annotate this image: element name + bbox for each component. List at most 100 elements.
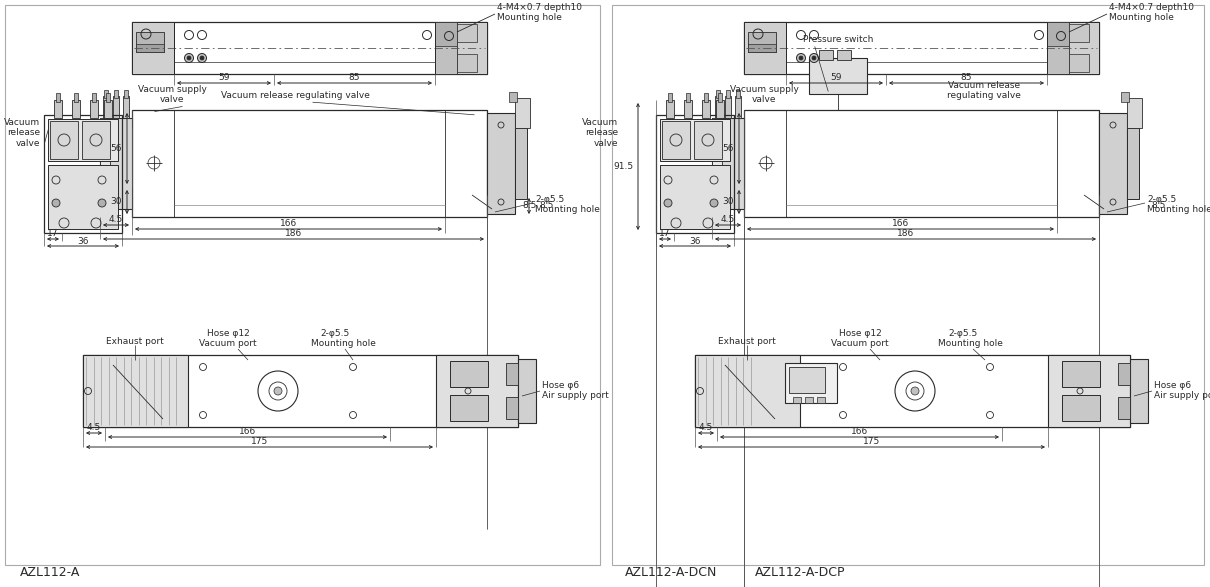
Text: 4.5: 4.5 xyxy=(699,423,713,433)
Circle shape xyxy=(273,387,282,395)
Bar xyxy=(668,93,672,102)
Text: Mounting hole: Mounting hole xyxy=(1147,204,1210,214)
Bar xyxy=(1130,359,1148,423)
Bar xyxy=(612,5,1204,565)
Bar xyxy=(83,355,188,427)
Text: 166: 166 xyxy=(238,427,257,437)
Text: Vacuum
release
valve: Vacuum release valve xyxy=(4,118,40,148)
Text: 36: 36 xyxy=(77,237,88,245)
Bar xyxy=(819,50,832,60)
Text: Vacuum release regulating valve: Vacuum release regulating valve xyxy=(220,91,369,100)
Text: Vacuum supply
valve: Vacuum supply valve xyxy=(138,85,207,104)
Bar xyxy=(704,93,708,102)
Text: AZL112-A-DCP: AZL112-A-DCP xyxy=(755,565,846,579)
Bar xyxy=(726,90,730,98)
Bar xyxy=(136,32,165,52)
Bar xyxy=(44,115,122,233)
Text: 186: 186 xyxy=(284,230,302,238)
Bar xyxy=(436,22,486,74)
Circle shape xyxy=(710,199,718,207)
Circle shape xyxy=(52,199,60,207)
Bar xyxy=(659,119,730,161)
Text: Hose φ12: Hose φ12 xyxy=(207,329,249,338)
Bar xyxy=(716,100,724,118)
Bar xyxy=(744,110,1099,217)
Bar xyxy=(1068,24,1089,42)
Bar xyxy=(716,90,720,98)
Bar xyxy=(711,118,722,209)
Text: Hose φ6: Hose φ6 xyxy=(542,380,580,390)
Bar xyxy=(100,118,110,161)
Text: 175: 175 xyxy=(863,437,880,447)
Bar xyxy=(809,58,868,94)
Circle shape xyxy=(197,53,207,62)
Text: 166: 166 xyxy=(892,220,909,228)
Text: 36: 36 xyxy=(690,237,701,245)
Circle shape xyxy=(796,53,806,62)
Text: 175: 175 xyxy=(250,437,269,447)
Bar xyxy=(1068,54,1089,72)
Text: 8.5: 8.5 xyxy=(1151,201,1165,211)
Bar xyxy=(695,355,800,427)
Text: Mounting hole: Mounting hole xyxy=(497,14,561,22)
Circle shape xyxy=(188,56,191,60)
Bar xyxy=(48,165,119,229)
Bar xyxy=(113,96,119,118)
Bar xyxy=(695,121,722,159)
Bar xyxy=(785,363,837,403)
Text: 2-φ5.5: 2-φ5.5 xyxy=(321,329,350,338)
Bar xyxy=(103,96,109,118)
Text: Vacuum port: Vacuum port xyxy=(200,339,257,348)
Text: 2-φ5.5: 2-φ5.5 xyxy=(1147,194,1176,204)
Bar xyxy=(74,93,77,102)
Text: 85: 85 xyxy=(348,73,361,83)
Text: 166: 166 xyxy=(851,427,868,437)
Bar xyxy=(1047,22,1099,74)
Bar xyxy=(50,121,77,159)
Bar xyxy=(702,100,710,118)
Bar xyxy=(136,44,165,52)
Text: Vacuum port: Vacuum port xyxy=(831,339,889,348)
Bar xyxy=(132,22,174,74)
Text: 30: 30 xyxy=(110,197,122,207)
Bar xyxy=(132,22,486,74)
Bar xyxy=(457,54,477,72)
Bar xyxy=(100,118,132,209)
Bar xyxy=(789,367,825,393)
Bar xyxy=(486,113,515,214)
Circle shape xyxy=(799,56,803,60)
Text: 186: 186 xyxy=(897,230,914,238)
Bar xyxy=(736,90,741,98)
Circle shape xyxy=(98,199,106,207)
Text: AZL112-A-DCN: AZL112-A-DCN xyxy=(626,565,718,579)
Text: 59: 59 xyxy=(830,73,842,83)
Bar xyxy=(515,98,530,128)
Text: 59: 59 xyxy=(218,73,230,83)
Bar xyxy=(509,92,517,102)
Text: 17: 17 xyxy=(47,230,59,238)
Bar xyxy=(92,93,96,102)
Circle shape xyxy=(809,53,818,62)
Bar xyxy=(666,100,674,118)
Text: Air supply port: Air supply port xyxy=(542,392,609,400)
Bar xyxy=(1099,113,1127,214)
Text: Vacuum release
regulating valve: Vacuum release regulating valve xyxy=(947,80,1021,100)
Bar xyxy=(436,22,457,74)
Bar xyxy=(734,96,741,118)
Text: Vacuum
release
valve: Vacuum release valve xyxy=(582,118,618,148)
Bar xyxy=(106,93,110,102)
Bar xyxy=(48,119,119,161)
Bar xyxy=(793,397,801,403)
Bar xyxy=(1062,395,1100,421)
Bar xyxy=(1127,98,1142,128)
Bar xyxy=(83,355,518,427)
Bar xyxy=(457,24,477,42)
Text: Vacuum supply
valve: Vacuum supply valve xyxy=(730,85,799,104)
Text: 4-M4×0.7 depth10: 4-M4×0.7 depth10 xyxy=(1110,4,1194,12)
Text: Air supply port: Air supply port xyxy=(1154,392,1210,400)
Bar xyxy=(1048,355,1130,427)
Circle shape xyxy=(812,56,816,60)
Bar xyxy=(1047,22,1068,46)
Text: Exhaust port: Exhaust port xyxy=(106,336,163,346)
Bar xyxy=(744,22,786,74)
